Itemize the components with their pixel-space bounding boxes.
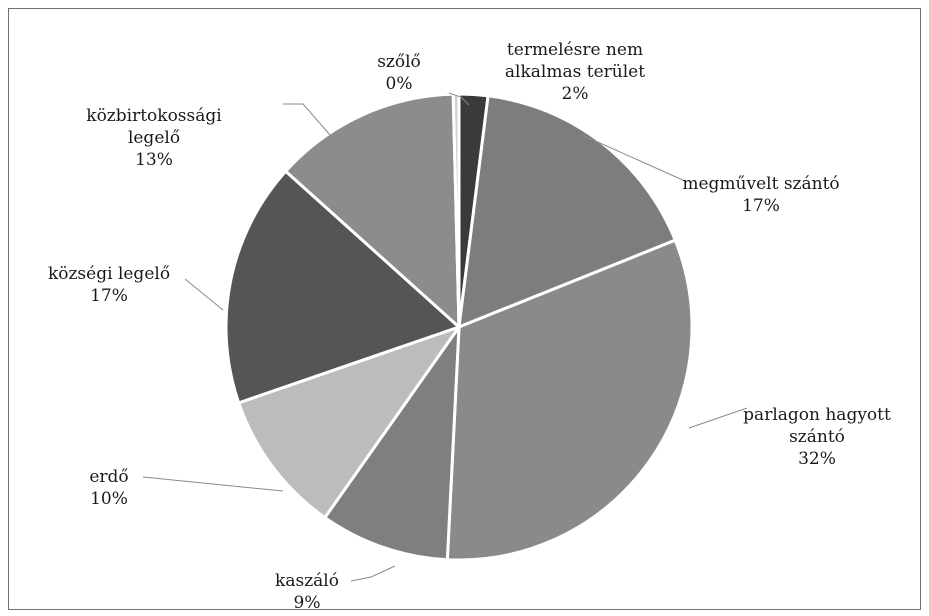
slice-percent-termeles: 2%: [562, 84, 589, 104]
slice-name-kozsegi: községi legelő: [48, 264, 170, 284]
leader-line-kaszalo: [350, 565, 396, 582]
leader-line-megmuvelt: [581, 134, 686, 182]
pie-slice-erdo: [236, 324, 463, 520]
slice-percent-parlagon: 32%: [798, 449, 836, 469]
slice-label-termeles: termelésre nem alkalmas terület 2%: [505, 40, 645, 104]
slice-percent-kozbirtokossagi: 13%: [135, 150, 173, 170]
slice-percent-kozsegi: 17%: [90, 286, 128, 306]
pie-chart: termelésre nem alkalmas terület 2% megművel…: [48, 40, 891, 611]
leader-line-erdo: [142, 476, 284, 492]
slice-name-megmuvelt: megművelt szántó: [682, 174, 839, 194]
slices-layer: [224, 92, 694, 562]
slice-name-erdo: erdő: [89, 467, 128, 487]
slice-label-kozsegi: községi legelő 17%: [48, 264, 170, 306]
slice-name-kaszalo: kaszáló: [275, 571, 339, 591]
pie-slice-kaszalo: [322, 321, 461, 562]
slice-label-parlagon: parlagon hagyott szántó 32%: [743, 405, 891, 469]
slice-label-kozbirtokossagi: közbirtokossági legelő 13%: [86, 106, 222, 170]
pie-slice-megmuvelt: [457, 94, 678, 330]
slice-name-kozbirtokossagi: közbirtokossági: [86, 106, 222, 126]
leader-lines: [142, 92, 748, 582]
slice-percent-kaszalo: 9%: [294, 593, 321, 611]
slice-percent-erdo: 10%: [90, 489, 128, 509]
slice-label-kaszalo: kaszáló 9%: [275, 571, 339, 611]
leader-line-termeles: [448, 92, 470, 106]
pie-slice-kozbirtokossagi: [283, 92, 461, 331]
slice-name-parlagon: parlagon hagyott: [743, 405, 891, 425]
labels-layer: termelésre nem alkalmas terület 2% megművel…: [48, 40, 891, 611]
slice-label-megmuvelt: megművelt szántó 17%: [682, 174, 839, 216]
slice-percent-megmuvelt: 17%: [742, 196, 780, 216]
slice-name-termeles: alkalmas terület: [505, 62, 645, 82]
pie-slice-kozsegi: [224, 169, 462, 405]
slice-label-erdo: erdő 10%: [89, 467, 128, 509]
slice-percent-szolo: 0%: [386, 74, 413, 94]
leader-line-kozbirtokossagi: [283, 103, 331, 136]
leader-line-kozsegi: [184, 278, 224, 311]
slice-name-kozbirtokossagi: legelő: [128, 128, 180, 148]
slice-label-szolo: szőlő 0%: [377, 52, 421, 94]
leader-line-parlagon: [688, 407, 748, 429]
slice-name-szolo: szőlő: [377, 52, 421, 72]
slice-name-parlagon: szántó: [789, 427, 845, 447]
chart-frame: termelésre nem alkalmas terület 2% megművel…: [8, 8, 921, 611]
slice-name-termeles: termelésre nem: [507, 40, 643, 60]
pie-slice-parlagon: [445, 238, 694, 562]
